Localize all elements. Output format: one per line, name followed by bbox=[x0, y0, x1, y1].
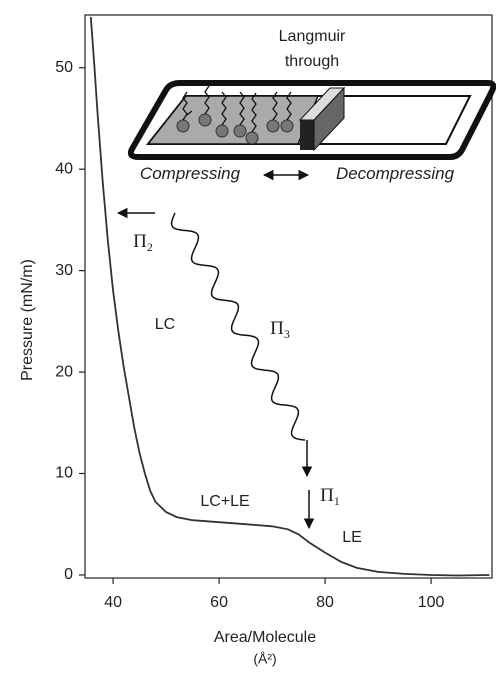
annotation-subscript: 1 bbox=[334, 494, 340, 508]
y-axis-label: Pressure (mN/m) bbox=[19, 259, 36, 381]
y-tick-label: 40 bbox=[55, 160, 73, 177]
annotation: Compressing bbox=[140, 164, 241, 183]
trough-illustration bbox=[127, 80, 496, 160]
annotation-text: Π bbox=[320, 485, 334, 506]
annotation-text: LC+LE bbox=[200, 493, 249, 510]
annotation: LE bbox=[342, 529, 362, 546]
annotation: through bbox=[285, 53, 339, 70]
annotation-text: Compressing bbox=[140, 164, 241, 183]
isotherm-line bbox=[89, 16, 490, 577]
annotation-subscript: 3 bbox=[284, 327, 290, 341]
x-tick-label: 100 bbox=[418, 594, 445, 611]
annotation: Π3 bbox=[270, 318, 290, 340]
y-tick-label: 50 bbox=[55, 59, 73, 76]
x-axis-unit: (Å²) bbox=[253, 651, 276, 667]
x-axis-label: Area/Molecule bbox=[214, 629, 316, 646]
y-tick-label: 10 bbox=[55, 465, 73, 482]
x-tick-label: 60 bbox=[210, 594, 228, 611]
annotation: Π2 bbox=[133, 231, 153, 253]
annotation-text: Π bbox=[133, 231, 147, 252]
annotation-text: LE bbox=[342, 529, 362, 546]
annotation: LC+LE bbox=[200, 493, 249, 510]
annotation-subscript: 2 bbox=[147, 240, 153, 254]
annotation: LC bbox=[155, 316, 175, 333]
annotation-text: Decompressing bbox=[336, 164, 455, 183]
annotation-text: Π bbox=[270, 318, 284, 339]
y-tick-label: 0 bbox=[64, 566, 73, 583]
annotation-text: LC bbox=[155, 316, 175, 333]
x-tick-label: 80 bbox=[316, 594, 334, 611]
annotation: Π1 bbox=[320, 485, 340, 507]
y-tick-label: 30 bbox=[55, 262, 73, 279]
plot-frame bbox=[84, 14, 493, 579]
annotation: Langmuir bbox=[279, 28, 346, 45]
y-tick-label: 20 bbox=[55, 363, 73, 380]
x-tick-label: 40 bbox=[104, 594, 122, 611]
arrows bbox=[116, 169, 315, 530]
annotation: Decompressing bbox=[336, 164, 455, 183]
annotation-text: Langmuir bbox=[279, 28, 346, 45]
annotation-text: through bbox=[285, 53, 339, 70]
